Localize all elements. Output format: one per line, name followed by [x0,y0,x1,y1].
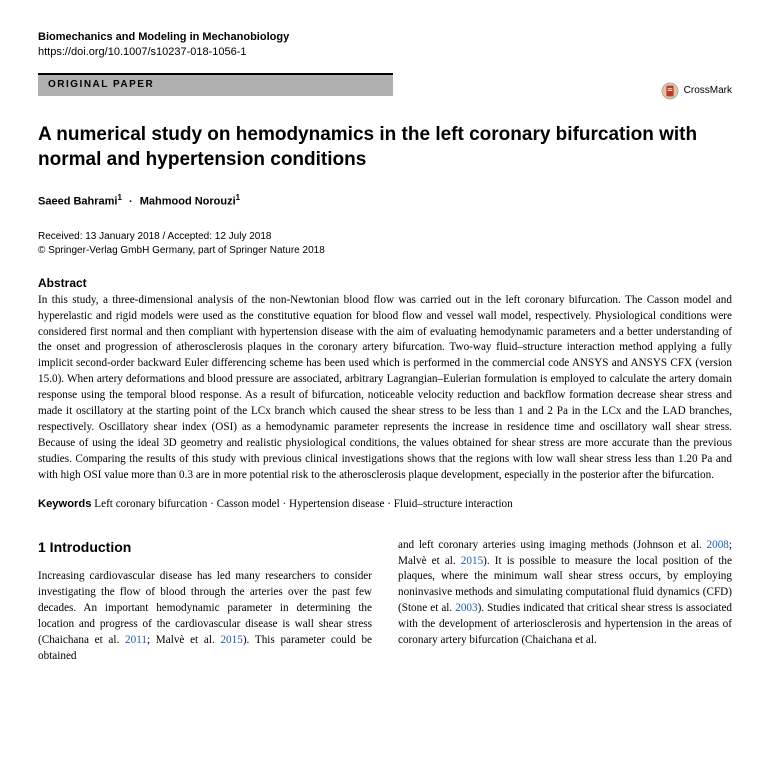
author-1-aff: 1 [117,193,121,202]
received-accepted: Received: 13 January 2018 / Accepted: 12… [38,230,732,244]
abstract-text: In this study, a three-dimensional analy… [38,293,732,484]
section-heading-intro: 1 Introduction [38,538,372,558]
paper-type-badge: ORIGINAL PAPER [38,73,393,96]
author-separator: · [129,196,133,208]
authors-line: Saeed Bahrami1 · Mahmood Norouzi1 [38,193,732,208]
keywords-line: Keywords Left coronary bifurcation · Cas… [38,498,732,510]
crossmark-icon [661,82,679,100]
citation-link[interactable]: 2008 [707,539,729,551]
paper-type-label: ORIGINAL PAPER [48,79,154,90]
citation-link[interactable]: 2003 [455,602,477,614]
copyright: © Springer-Verlag GmbH Germany, part of … [38,244,732,258]
keywords-label: Keywords [38,498,91,510]
author-1: Saeed Bahrami [38,196,117,208]
column-right: and left coronary arteries using imaging… [398,538,732,665]
intro-col2-a: and left coronary arteries using imaging… [398,539,707,551]
abstract-heading: Abstract [38,276,732,290]
author-2: Mahmood Norouzi [140,196,236,208]
citation-link[interactable]: 2015 [220,634,242,646]
body-columns: 1 Introduction Increasing cardiovascular… [38,538,732,665]
journal-header: Biomechanics and Modeling in Mechanobiol… [38,30,732,61]
intro-col1-b: ; Malvè et al. [147,634,220,646]
keywords-text: Left coronary bifurcation · Casson model… [91,498,512,510]
journal-name: Biomechanics and Modeling in Mechanobiol… [38,30,732,45]
column-left: 1 Introduction Increasing cardiovascular… [38,538,372,665]
citation-link[interactable]: 2015 [461,555,483,567]
paper-title: A numerical study on hemodynamics in the… [38,122,732,173]
crossmark-label: CrossMark [684,85,732,96]
intro-para-left: Increasing cardiovascular disease has le… [38,569,372,664]
author-2-aff: 1 [236,193,240,202]
intro-para-right: and left coronary arteries using imaging… [398,538,732,649]
journal-doi: https://doi.org/10.1007/s10237-018-1056-… [38,45,732,60]
citation-link[interactable]: 2011 [125,634,147,646]
dates-block: Received: 13 January 2018 / Accepted: 12… [38,230,732,258]
